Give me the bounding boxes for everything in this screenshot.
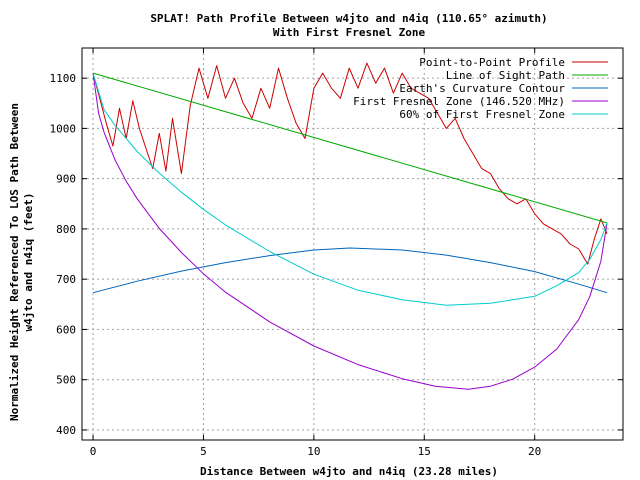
legend-label-2: Earth's Curvature Contour (399, 82, 565, 95)
x-tick-label: 5 (200, 445, 207, 458)
legend-label-3: First Fresnel Zone (146.520 MHz) (353, 95, 565, 108)
series-line-1 (92, 72, 608, 224)
y-axis: 400 500 600 700 800 900 1000 1100 (50, 72, 623, 437)
y-axis-label-line1: Normalized Height Referenced To LOS Path… (8, 103, 21, 421)
x-tick-label: 20 (528, 445, 541, 458)
series-line-3 (92, 73, 608, 390)
x-axis-label: Distance Between w4jto and n4iq (23.28 m… (200, 465, 498, 478)
y-tick-label: 600 (56, 323, 76, 336)
y-tick-label: 900 (56, 173, 76, 186)
series-group (92, 62, 608, 390)
x-axis: 0 5 10 15 20 (90, 48, 541, 458)
legend-label-0: Point-to-Point Profile (419, 56, 565, 69)
y-tick-label: 800 (56, 223, 76, 236)
grid-lines (82, 48, 623, 440)
x-tick-label: 10 (307, 445, 320, 458)
x-tick-label: 15 (418, 445, 431, 458)
y-tick-label: 400 (56, 424, 76, 437)
y-tick-label: 1000 (50, 122, 77, 135)
y-tick-label: 700 (56, 273, 76, 286)
legend-label-1: Line of Sight Path (446, 69, 565, 82)
y-tick-label: 500 (56, 374, 76, 387)
series-line-4 (92, 72, 608, 306)
y-tick-label: 1100 (50, 72, 77, 85)
series-line-2 (92, 247, 608, 294)
series-line-0 (92, 62, 608, 265)
y-axis-label-line2: w4jto and n4iq (feet) (22, 192, 35, 331)
chart-title: SPLAT! Path Profile Between w4jto and n4… (150, 12, 547, 25)
x-tick-label: 0 (90, 445, 97, 458)
plot-frame (81, 47, 624, 441)
chart-subtitle: With First Fresnel Zone (273, 26, 426, 39)
legend-label-4: 60% of First Fresnel Zone (399, 108, 565, 121)
